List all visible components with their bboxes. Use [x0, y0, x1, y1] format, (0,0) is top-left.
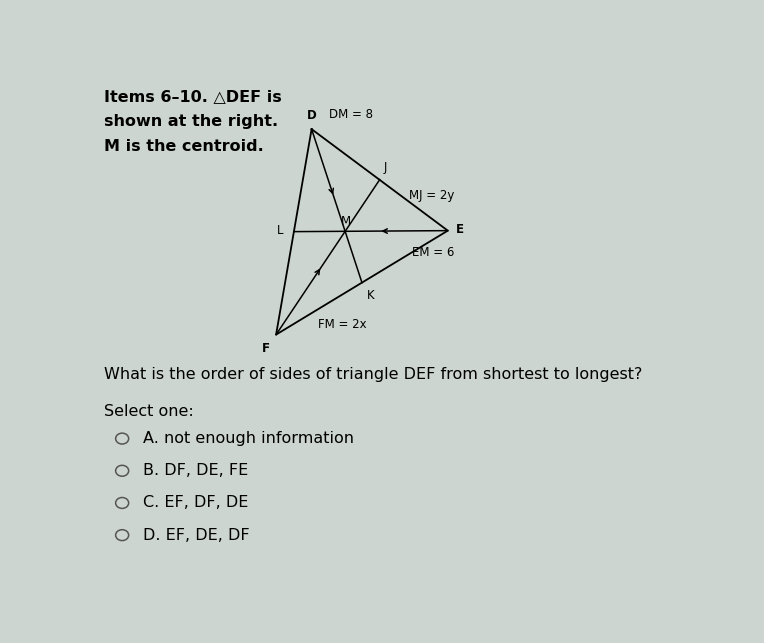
Text: Items 6–10. △DEF is: Items 6–10. △DEF is [105, 89, 282, 105]
Text: M is the centroid.: M is the centroid. [105, 139, 264, 154]
Text: shown at the right.: shown at the right. [105, 114, 279, 129]
Text: M: M [342, 215, 351, 228]
Text: D: D [306, 109, 316, 122]
Text: EM = 6: EM = 6 [413, 246, 455, 259]
Text: F: F [262, 342, 270, 355]
Text: J: J [384, 161, 387, 174]
Text: What is the order of sides of triangle DEF from shortest to longest?: What is the order of sides of triangle D… [105, 367, 643, 382]
Text: Select one:: Select one: [105, 404, 194, 419]
Text: A. not enough information: A. not enough information [144, 431, 354, 446]
Text: K: K [367, 289, 374, 302]
Text: E: E [455, 223, 464, 236]
Text: C. EF, DF, DE: C. EF, DF, DE [144, 496, 249, 511]
Text: FM = 2x: FM = 2x [318, 318, 366, 331]
Text: B. DF, DE, FE: B. DF, DE, FE [144, 463, 249, 478]
Text: DM = 8: DM = 8 [329, 108, 374, 121]
Text: D. EF, DE, DF: D. EF, DE, DF [144, 528, 250, 543]
Text: MJ = 2y: MJ = 2y [410, 190, 455, 203]
Text: L: L [277, 224, 283, 237]
